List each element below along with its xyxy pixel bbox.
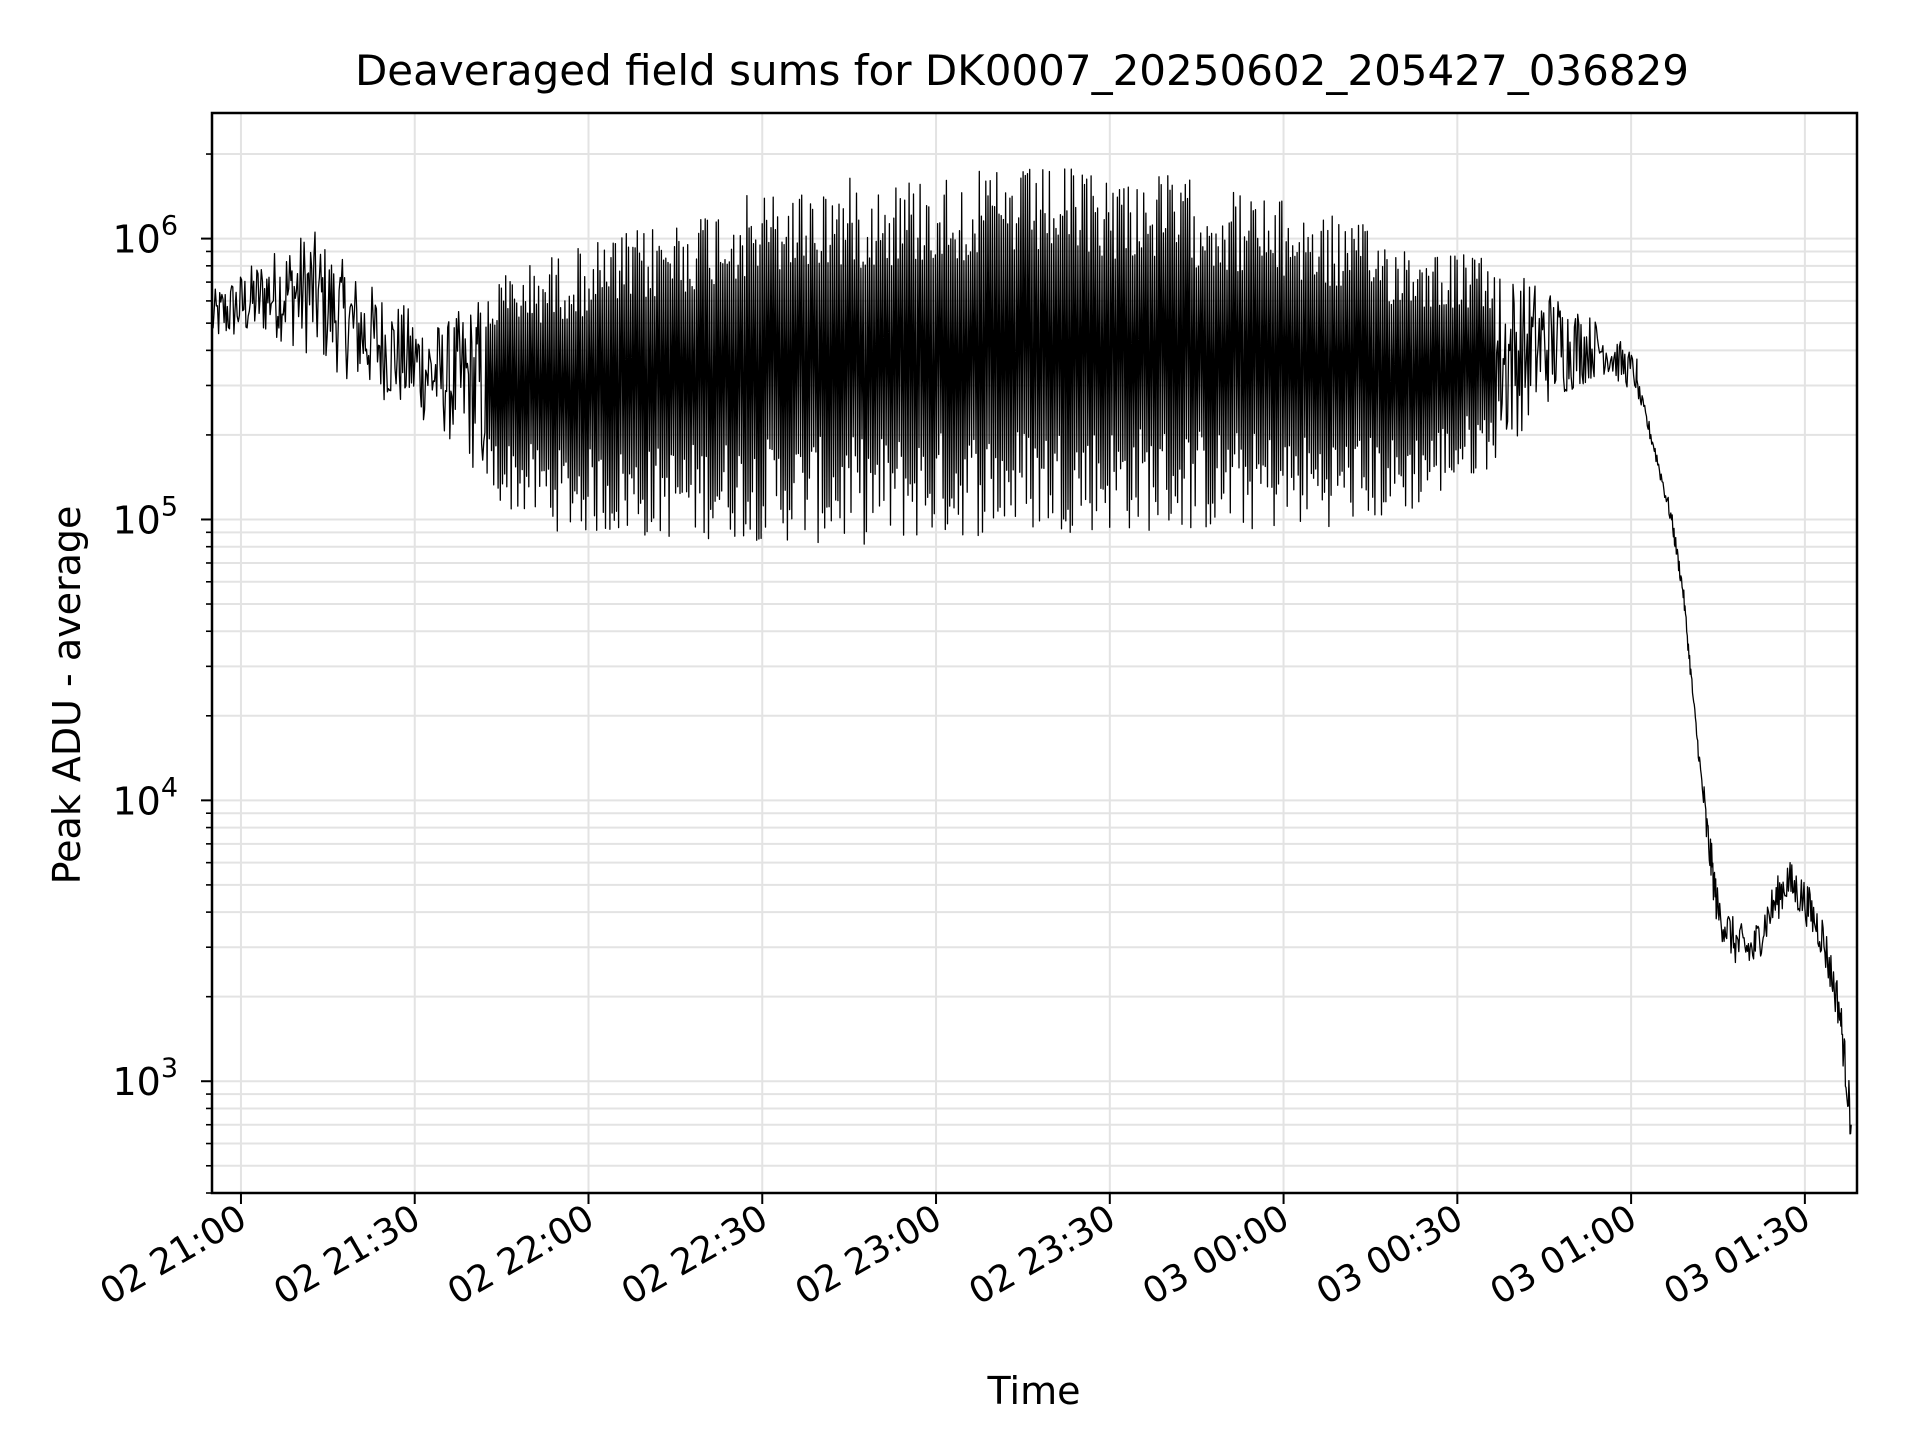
y-tick-label: 106 — [112, 211, 178, 262]
y-tick-label: 105 — [112, 491, 178, 542]
chart-title: Deaveraged field sums for DK0007_2025060… — [355, 46, 1689, 95]
plot-frame — [210, 111, 1859, 1195]
y-tick-exponent: 5 — [161, 491, 178, 522]
y-tick-base: 10 — [112, 498, 160, 542]
y-tick-base: 10 — [112, 218, 160, 262]
series-group — [211, 168, 1852, 1135]
minor-gridlines — [212, 153, 1857, 1194]
y-tick-base: 10 — [112, 779, 160, 823]
y-tick-exponent: 4 — [161, 772, 178, 803]
y-tick-exponent: 3 — [161, 1053, 178, 1084]
x-axis-label: Time — [987, 1369, 1081, 1413]
y-tick-exponent: 6 — [161, 211, 178, 242]
y-tick-label: 103 — [112, 1053, 178, 1104]
y-tick-base: 10 — [112, 1060, 160, 1104]
y-axis-label: Peak ADU - average — [45, 506, 89, 885]
series-line — [211, 168, 1852, 1135]
y-tick-label: 104 — [112, 772, 178, 823]
